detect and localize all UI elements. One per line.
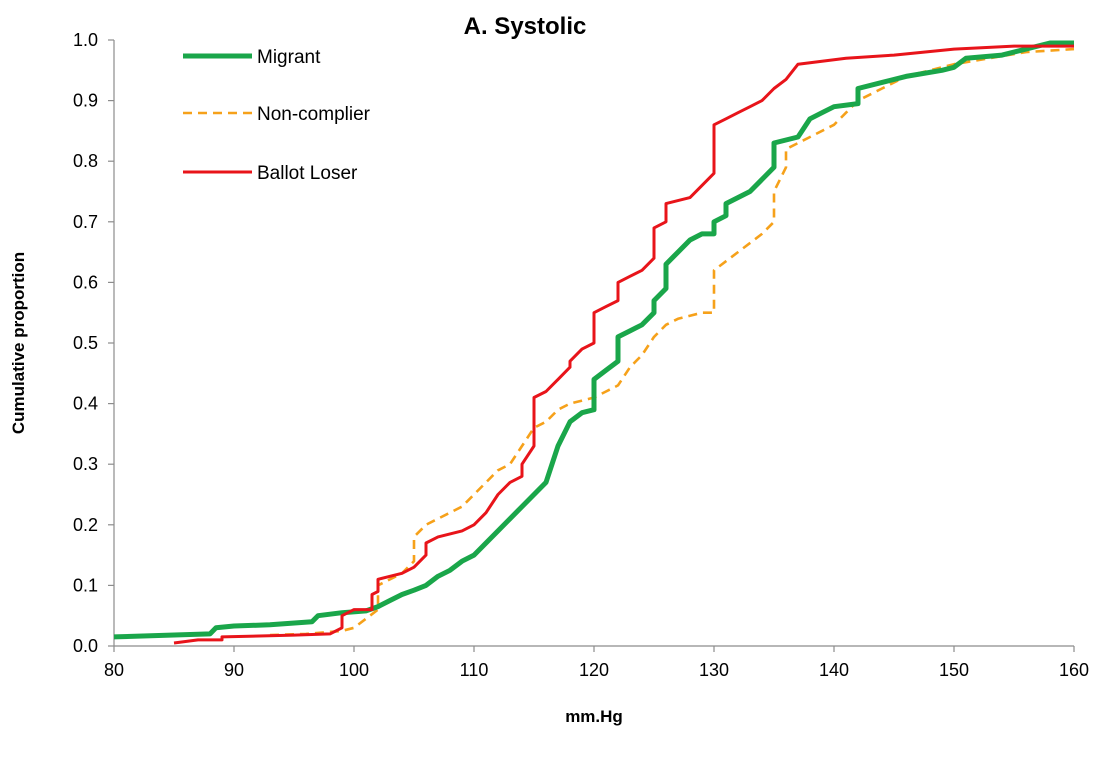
x-tick-label: 130 [699, 660, 729, 680]
y-tick-label: 0.5 [73, 333, 98, 353]
x-tick-label: 120 [579, 660, 609, 680]
y-tick-label: 0.7 [73, 212, 98, 232]
y-tick-label: 1.0 [73, 30, 98, 50]
x-tick-label: 110 [460, 660, 489, 680]
legend: Migrant Non-complier Ballot Loser [183, 47, 371, 184]
x-tick-label: 140 [819, 660, 849, 680]
x-ticks: 80 90 100 110 120 130 140 150 160 [104, 646, 1089, 680]
legend-label: Ballot Loser [257, 163, 358, 184]
x-tick-label: 100 [339, 660, 369, 680]
x-tick-label: 90 [224, 660, 244, 680]
x-tick-label: 150 [939, 660, 969, 680]
legend-label: Non-complier [257, 104, 371, 125]
series-layer [113, 40, 1075, 645]
y-tick-label: 0.4 [73, 394, 98, 414]
x-tick-label: 160 [1059, 660, 1089, 680]
y-tick-label: 0.1 [73, 575, 98, 595]
y-tick-label: 0.3 [73, 454, 98, 474]
legend-label: Migrant [257, 47, 321, 68]
y-ticks: 0.0 0.1 0.2 0.3 0.4 0.5 0.6 0.7 0.8 0.9 1.0 [73, 30, 114, 656]
x-axis-title: mm.Hg [565, 707, 623, 726]
x-tick-label: 80 [104, 660, 124, 680]
y-axis-title: Cumulative proportion [9, 252, 28, 434]
series-line-non-complier [269, 47, 1075, 637]
series-line-ballot-loser [173, 44, 1074, 645]
chart-title: A. Systolic [464, 13, 587, 40]
y-tick-label: 0.2 [73, 515, 98, 535]
y-tick-label: 0.9 [73, 91, 98, 111]
series-line-migrant [113, 40, 1074, 640]
y-tick-label: 0.0 [73, 636, 98, 656]
y-tick-label: 0.8 [73, 151, 98, 171]
y-tick-label: 0.6 [73, 272, 98, 292]
